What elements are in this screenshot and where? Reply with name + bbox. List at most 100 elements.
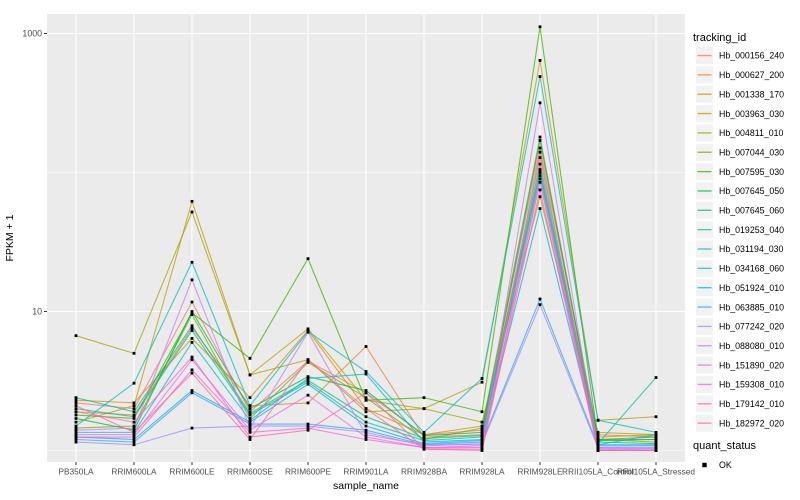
data-point [422, 396, 426, 400]
data-point [248, 418, 252, 422]
data-point [364, 415, 368, 419]
x-tick-label: RRIM928LA [459, 467, 505, 477]
data-point [480, 449, 484, 452]
data-point [538, 162, 542, 166]
data-point [480, 434, 484, 437]
data-point [190, 300, 194, 304]
black-square-marker-icon [702, 462, 707, 468]
data-point [596, 439, 600, 442]
legend-item: Hb_007044_030 [696, 143, 784, 161]
data-point [190, 355, 194, 359]
data-point [74, 413, 78, 417]
data-point [306, 424, 310, 428]
data-point [364, 407, 368, 411]
data-point [248, 373, 252, 377]
x-tick-label: RRIM600SE [227, 467, 274, 477]
data-point [480, 435, 484, 439]
data-point [190, 371, 194, 375]
data-point [538, 101, 542, 105]
data-point [654, 435, 658, 439]
data-point [538, 171, 542, 174]
data-point [654, 415, 658, 419]
data-point [538, 150, 542, 154]
data-point [306, 327, 310, 331]
legend-item: Hb_007645_060 [696, 201, 784, 219]
data-point [538, 188, 542, 192]
data-point [422, 439, 426, 442]
data-point [190, 326, 194, 330]
legend-item: Hb_007595_030 [696, 163, 784, 181]
legend-item: Hb_182972_020 [696, 414, 784, 432]
legend-item: Hb_031194_030 [696, 240, 784, 258]
data-point [132, 415, 136, 419]
data-point [132, 438, 136, 441]
data-point [74, 435, 78, 439]
legend-item-label: Hb_088080_010 [719, 341, 784, 351]
data-point [538, 135, 542, 139]
data-point [190, 426, 194, 430]
data-point [422, 430, 426, 434]
data-point [480, 377, 484, 380]
data-point [364, 370, 368, 373]
x-axis-title: sample_name [333, 480, 399, 492]
legend-item-label: Hb_001338_170 [719, 89, 784, 99]
data-point [364, 430, 368, 434]
data-point [74, 417, 78, 420]
data-point [306, 378, 310, 382]
data-point [74, 404, 78, 408]
legend-item: Hb_034168_060 [696, 259, 784, 277]
data-point [190, 340, 194, 344]
data-point [480, 430, 484, 434]
data-point [248, 407, 252, 411]
data-point [248, 413, 252, 417]
data-point [538, 156, 542, 159]
data-point [364, 420, 368, 424]
data-point [538, 303, 542, 307]
data-point [190, 391, 194, 395]
data-point [74, 407, 78, 411]
legend-item: Hb_151890_020 [696, 356, 784, 374]
data-point [132, 443, 136, 447]
quant-status-label: OK [719, 460, 732, 470]
legend-shape-title: quant_status [693, 440, 756, 452]
x-tick-label: RRIM600LA [111, 467, 157, 477]
data-point [132, 435, 136, 439]
data-point [74, 438, 78, 441]
x-tick-label: RRIM928BA [401, 467, 448, 477]
data-point [248, 417, 252, 420]
data-point [306, 375, 310, 379]
legend-item-label: Hb_179142_010 [719, 399, 784, 409]
data-point [306, 401, 310, 405]
axis-ticks [44, 33, 657, 465]
data-point [132, 417, 136, 420]
legend-item: Hb_077242_020 [696, 317, 784, 335]
data-point [248, 404, 252, 408]
data-point [596, 430, 600, 434]
data-point [596, 449, 600, 452]
data-point [74, 396, 78, 400]
data-point [364, 424, 368, 428]
data-point [306, 330, 310, 334]
data-point [306, 358, 310, 362]
data-point [132, 426, 136, 430]
data-point [248, 420, 252, 424]
legend-item-label: Hb_007645_050 [719, 186, 784, 196]
data-point [248, 426, 252, 430]
x-tick-label: RRIM928LE [517, 467, 563, 477]
data-point [74, 428, 78, 432]
legend-item-label: Hb_182972_020 [719, 418, 784, 428]
y-tick-label: 1000 [22, 29, 42, 39]
data-point [480, 410, 484, 414]
data-point [132, 428, 136, 432]
legend-item: Hb_159308_010 [696, 375, 784, 393]
data-point [74, 334, 78, 338]
data-point [596, 433, 600, 437]
legend-item: Hb_019253_040 [696, 221, 784, 239]
data-point [132, 404, 136, 408]
data-point [74, 433, 78, 437]
data-point [596, 444, 600, 448]
data-point [132, 401, 136, 405]
legend-item: Hb_004811_010 [696, 124, 784, 142]
